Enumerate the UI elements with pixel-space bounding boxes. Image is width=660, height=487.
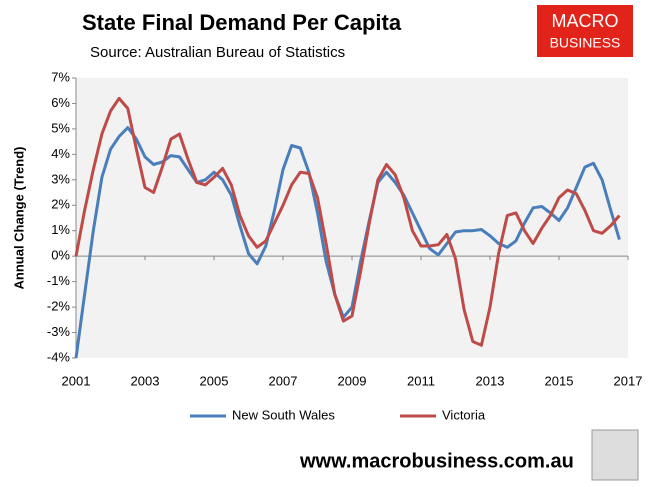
wolf-icon <box>591 429 639 481</box>
x-tick-label: 2003 <box>131 373 160 388</box>
x-tick-label: 2001 <box>62 373 91 388</box>
y-tick-label: 6% <box>51 95 70 110</box>
series-line <box>74 126 621 359</box>
logo-text: MACRO <box>552 11 619 31</box>
y-tick-label: -3% <box>47 324 71 339</box>
legend-label: Victoria <box>442 407 486 422</box>
series-line <box>74 96 621 347</box>
chart-subtitle: Source: Australian Bureau of Statistics <box>90 44 345 61</box>
x-tick-label: 2007 <box>269 373 298 388</box>
x-tick-label: 2011 <box>407 373 435 388</box>
x-tick-label: 2015 <box>545 373 574 388</box>
y-tick-label: 7% <box>51 69 70 84</box>
y-axis-title: Annual Change (Trend) <box>11 147 26 290</box>
footer: www.macrobusiness.com.au <box>299 450 574 472</box>
y-tick-label: -2% <box>47 299 71 314</box>
y-tick-label: 2% <box>51 197 70 212</box>
x-tick-label: 2017 <box>614 373 643 388</box>
y-tick-label: 4% <box>51 146 70 161</box>
chart-title: State Final Demand Per Capita <box>82 10 402 35</box>
y-tick-label: 3% <box>51 171 70 186</box>
y-tick-label: 5% <box>51 120 70 135</box>
x-tick-label: 2009 <box>338 373 367 388</box>
y-tick-label: 0% <box>51 248 70 263</box>
x-tick-label: 2005 <box>200 373 229 388</box>
logo-text: BUSINESS <box>550 35 621 51</box>
y-tick-label: -4% <box>47 349 71 364</box>
x-tick-label: 2013 <box>476 373 505 388</box>
y-tick-label: -1% <box>47 273 71 288</box>
legend-label: New South Wales <box>232 407 335 422</box>
logo-box <box>537 5 633 57</box>
y-tick-label: 1% <box>51 222 70 237</box>
